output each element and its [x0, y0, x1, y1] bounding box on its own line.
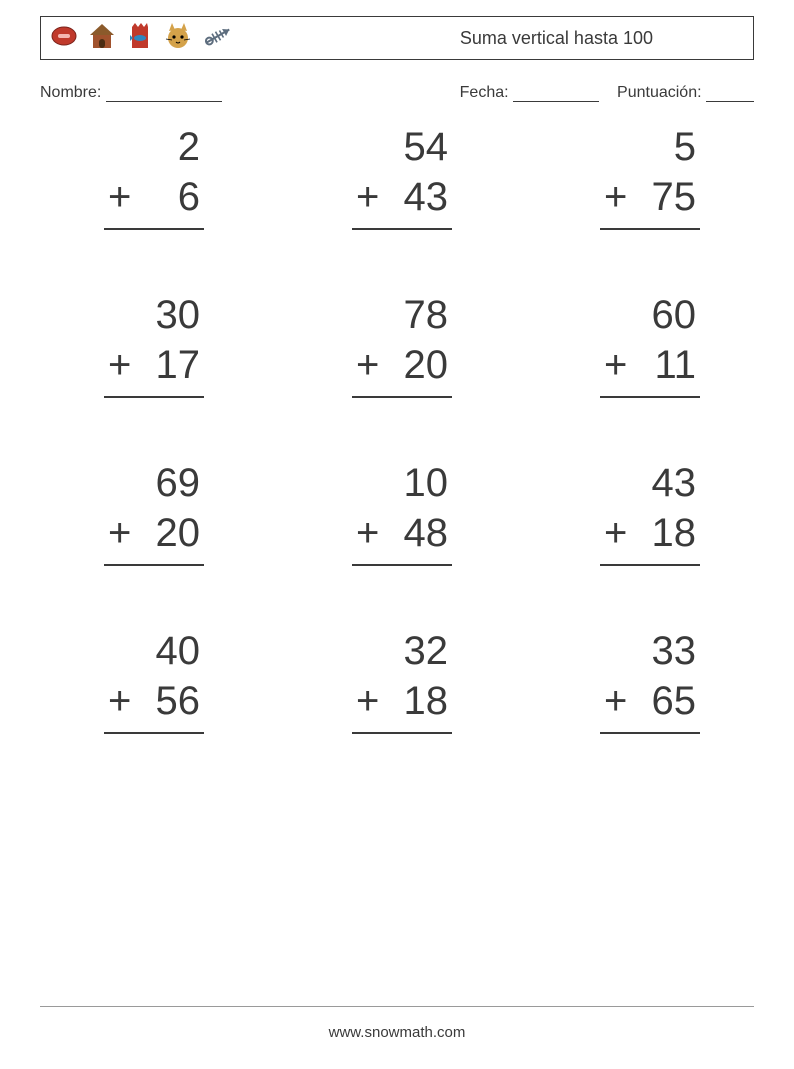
addend-top: 43: [600, 458, 700, 508]
addend-top: 40: [104, 626, 204, 676]
addend-top: 69: [104, 458, 204, 508]
addend-bottom-row: +18: [352, 676, 452, 734]
operator: +: [604, 676, 633, 726]
operator: +: [108, 340, 137, 390]
addend-top: 2: [104, 122, 204, 172]
header-icons: [49, 21, 235, 56]
operator: +: [604, 172, 633, 222]
name-field: Nombre:: [40, 84, 222, 102]
worksheet-header: Suma vertical hasta 100: [40, 16, 754, 60]
addend-bottom: 20: [156, 511, 201, 555]
addend-bottom-row: +20: [352, 340, 452, 398]
operator: +: [108, 508, 137, 558]
addend-bottom: 75: [652, 175, 697, 219]
operator: +: [604, 340, 633, 390]
addend-top: 32: [352, 626, 452, 676]
addend-top: 33: [600, 626, 700, 676]
addend-bottom: 18: [404, 679, 449, 723]
score-field: Puntuación:: [617, 84, 754, 102]
name-label: Nombre:: [40, 84, 101, 101]
problem: 2+6: [50, 122, 258, 230]
addend-bottom-row: +18: [600, 508, 700, 566]
addend-bottom-row: +65: [600, 676, 700, 734]
addend-bottom-row: +11: [600, 340, 700, 398]
addend-bottom: 17: [156, 343, 201, 387]
problem: 30+17: [50, 290, 258, 398]
footer-rule: [40, 1006, 754, 1007]
problem: 43+18: [546, 458, 754, 566]
addend-bottom-row: +56: [104, 676, 204, 734]
problem: 40+56: [50, 626, 258, 734]
worksheet-title: Suma vertical hasta 100: [460, 28, 653, 49]
addend-bottom-row: +43: [352, 172, 452, 230]
problem: 78+20: [298, 290, 506, 398]
addend-bottom-row: +48: [352, 508, 452, 566]
date-field: Fecha:: [460, 84, 599, 102]
addend-bottom: 18: [652, 511, 697, 555]
doghouse-icon: [87, 21, 117, 56]
operator: +: [356, 172, 385, 222]
operator: +: [108, 676, 137, 726]
addend-bottom: 56: [156, 679, 201, 723]
operator: +: [356, 508, 385, 558]
date-label: Fecha:: [460, 84, 509, 101]
score-blank[interactable]: [706, 87, 754, 102]
footer-text: www.snowmath.com: [0, 1024, 794, 1041]
addend-bottom-row: +75: [600, 172, 700, 230]
problem: 33+65: [546, 626, 754, 734]
operator: +: [356, 676, 385, 726]
operator: +: [604, 508, 633, 558]
addend-top: 5: [600, 122, 700, 172]
problems-grid: 2+654+435+7530+1778+2060+1169+2010+4843+…: [50, 122, 754, 734]
addend-bottom: 43: [404, 175, 449, 219]
info-row: Nombre: Fecha: Puntuación:: [40, 84, 754, 102]
addend-bottom-row: +20: [104, 508, 204, 566]
addend-top: 30: [104, 290, 204, 340]
addend-top: 54: [352, 122, 452, 172]
addend-bottom: 6: [178, 175, 200, 219]
addend-bottom: 11: [654, 343, 696, 387]
fishfood-icon: [125, 21, 155, 56]
addend-bottom: 65: [652, 679, 697, 723]
problem: 54+43: [298, 122, 506, 230]
addend-bottom: 48: [404, 511, 449, 555]
problem: 69+20: [50, 458, 258, 566]
operator: +: [356, 340, 385, 390]
operator: +: [108, 172, 137, 222]
cat-icon: [163, 21, 193, 56]
addend-bottom: 20: [404, 343, 449, 387]
score-label: Puntuación:: [617, 84, 702, 101]
addend-top: 60: [600, 290, 700, 340]
problem: 10+48: [298, 458, 506, 566]
addend-bottom-row: +17: [104, 340, 204, 398]
name-blank[interactable]: [106, 87, 222, 102]
addend-bottom-row: +6: [104, 172, 204, 230]
fishbone-icon: [201, 21, 235, 56]
addend-top: 10: [352, 458, 452, 508]
problem: 5+75: [546, 122, 754, 230]
addend-top: 78: [352, 290, 452, 340]
problem: 60+11: [546, 290, 754, 398]
problem: 32+18: [298, 626, 506, 734]
date-blank[interactable]: [513, 87, 599, 102]
can-icon: [49, 21, 79, 56]
